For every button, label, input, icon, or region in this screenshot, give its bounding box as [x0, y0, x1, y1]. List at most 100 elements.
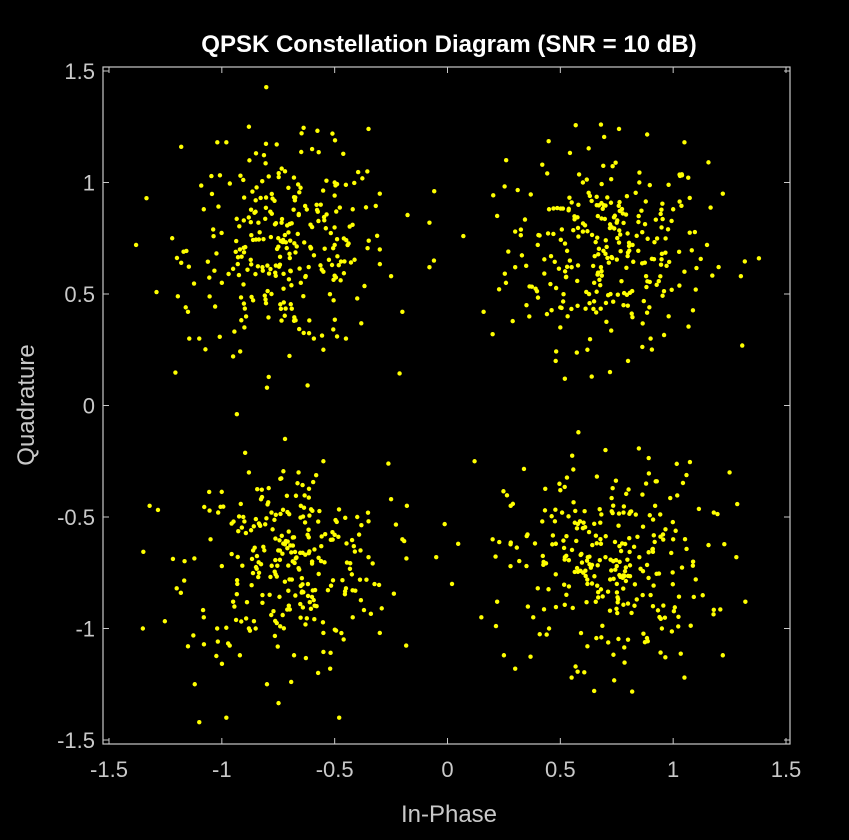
data-point — [144, 195, 149, 201]
data-point — [585, 581, 590, 587]
data-point — [253, 516, 259, 522]
data-point — [650, 603, 656, 609]
data-point — [332, 225, 337, 230]
data-point — [598, 122, 604, 127]
data-point — [279, 166, 284, 171]
data-point — [600, 594, 605, 599]
data-point — [566, 584, 572, 589]
data-point — [353, 588, 358, 593]
data-point — [255, 486, 260, 492]
data-point — [637, 554, 642, 560]
data-point — [197, 336, 202, 341]
data-point — [250, 298, 256, 303]
data-point — [173, 370, 178, 375]
data-point — [603, 534, 608, 539]
data-point — [571, 500, 576, 505]
data-point — [312, 603, 317, 608]
data-point — [298, 280, 304, 286]
data-point — [242, 519, 247, 524]
data-point — [358, 548, 363, 553]
data-point — [388, 496, 394, 502]
data-point — [670, 519, 676, 525]
data-point — [576, 172, 582, 177]
data-point — [549, 308, 554, 313]
data-point — [677, 283, 682, 288]
data-point — [303, 552, 308, 557]
data-point — [154, 289, 159, 295]
data-point — [273, 270, 278, 275]
data-point — [179, 144, 184, 150]
data-point — [608, 176, 614, 182]
data-point — [349, 572, 355, 577]
data-point — [722, 542, 727, 547]
data-point — [644, 310, 650, 315]
data-point — [669, 629, 675, 634]
data-point — [666, 259, 672, 265]
data-point — [317, 508, 322, 514]
data-point — [596, 246, 602, 252]
data-point — [183, 305, 188, 310]
data-point — [302, 240, 307, 245]
data-point — [292, 315, 297, 320]
data-point — [615, 600, 620, 605]
data-point — [658, 650, 663, 655]
data-point — [281, 469, 286, 474]
data-point — [647, 182, 652, 188]
data-point — [216, 204, 221, 209]
data-point — [625, 637, 631, 642]
data-point — [273, 220, 279, 226]
data-point — [543, 486, 548, 491]
data-point — [613, 478, 619, 483]
data-point — [238, 501, 243, 507]
data-point — [301, 125, 306, 130]
data-point — [431, 258, 437, 263]
data-point — [366, 519, 371, 524]
data-point — [640, 230, 645, 235]
data-point — [659, 251, 665, 257]
data-point — [575, 669, 580, 674]
data-point — [297, 326, 302, 332]
data-point — [337, 205, 343, 210]
data-point — [279, 533, 284, 538]
data-point — [241, 514, 246, 520]
data-point — [282, 169, 288, 174]
data-point — [235, 554, 240, 560]
data-point — [296, 470, 301, 475]
data-point — [629, 509, 634, 514]
data-point — [691, 594, 696, 600]
data-point — [266, 315, 271, 320]
data-point — [654, 282, 659, 288]
data-point — [594, 203, 599, 208]
data-point — [632, 582, 638, 587]
data-point — [515, 187, 520, 193]
data-point — [271, 608, 276, 614]
data-point — [215, 510, 221, 515]
data-point — [574, 350, 580, 355]
data-point — [660, 216, 665, 222]
data-point — [328, 230, 334, 236]
data-point — [600, 206, 605, 212]
data-point — [333, 275, 339, 280]
data-point — [253, 151, 259, 156]
data-point — [490, 537, 495, 542]
data-point — [278, 511, 283, 517]
data-point — [585, 577, 590, 582]
data-point — [610, 486, 615, 491]
data-point — [318, 263, 323, 268]
data-point — [225, 641, 231, 646]
data-point — [187, 336, 192, 341]
data-point — [313, 472, 319, 478]
data-point — [598, 282, 603, 288]
data-point — [591, 688, 597, 694]
data-point — [592, 521, 597, 526]
data-point — [287, 255, 293, 261]
data-point — [548, 254, 554, 259]
data-point — [566, 208, 571, 213]
data-point — [494, 213, 500, 219]
data-point — [449, 581, 455, 587]
data-point — [289, 306, 294, 311]
data-point — [501, 489, 506, 494]
data-point — [461, 233, 466, 239]
data-point — [322, 560, 327, 565]
data-point — [289, 550, 294, 555]
